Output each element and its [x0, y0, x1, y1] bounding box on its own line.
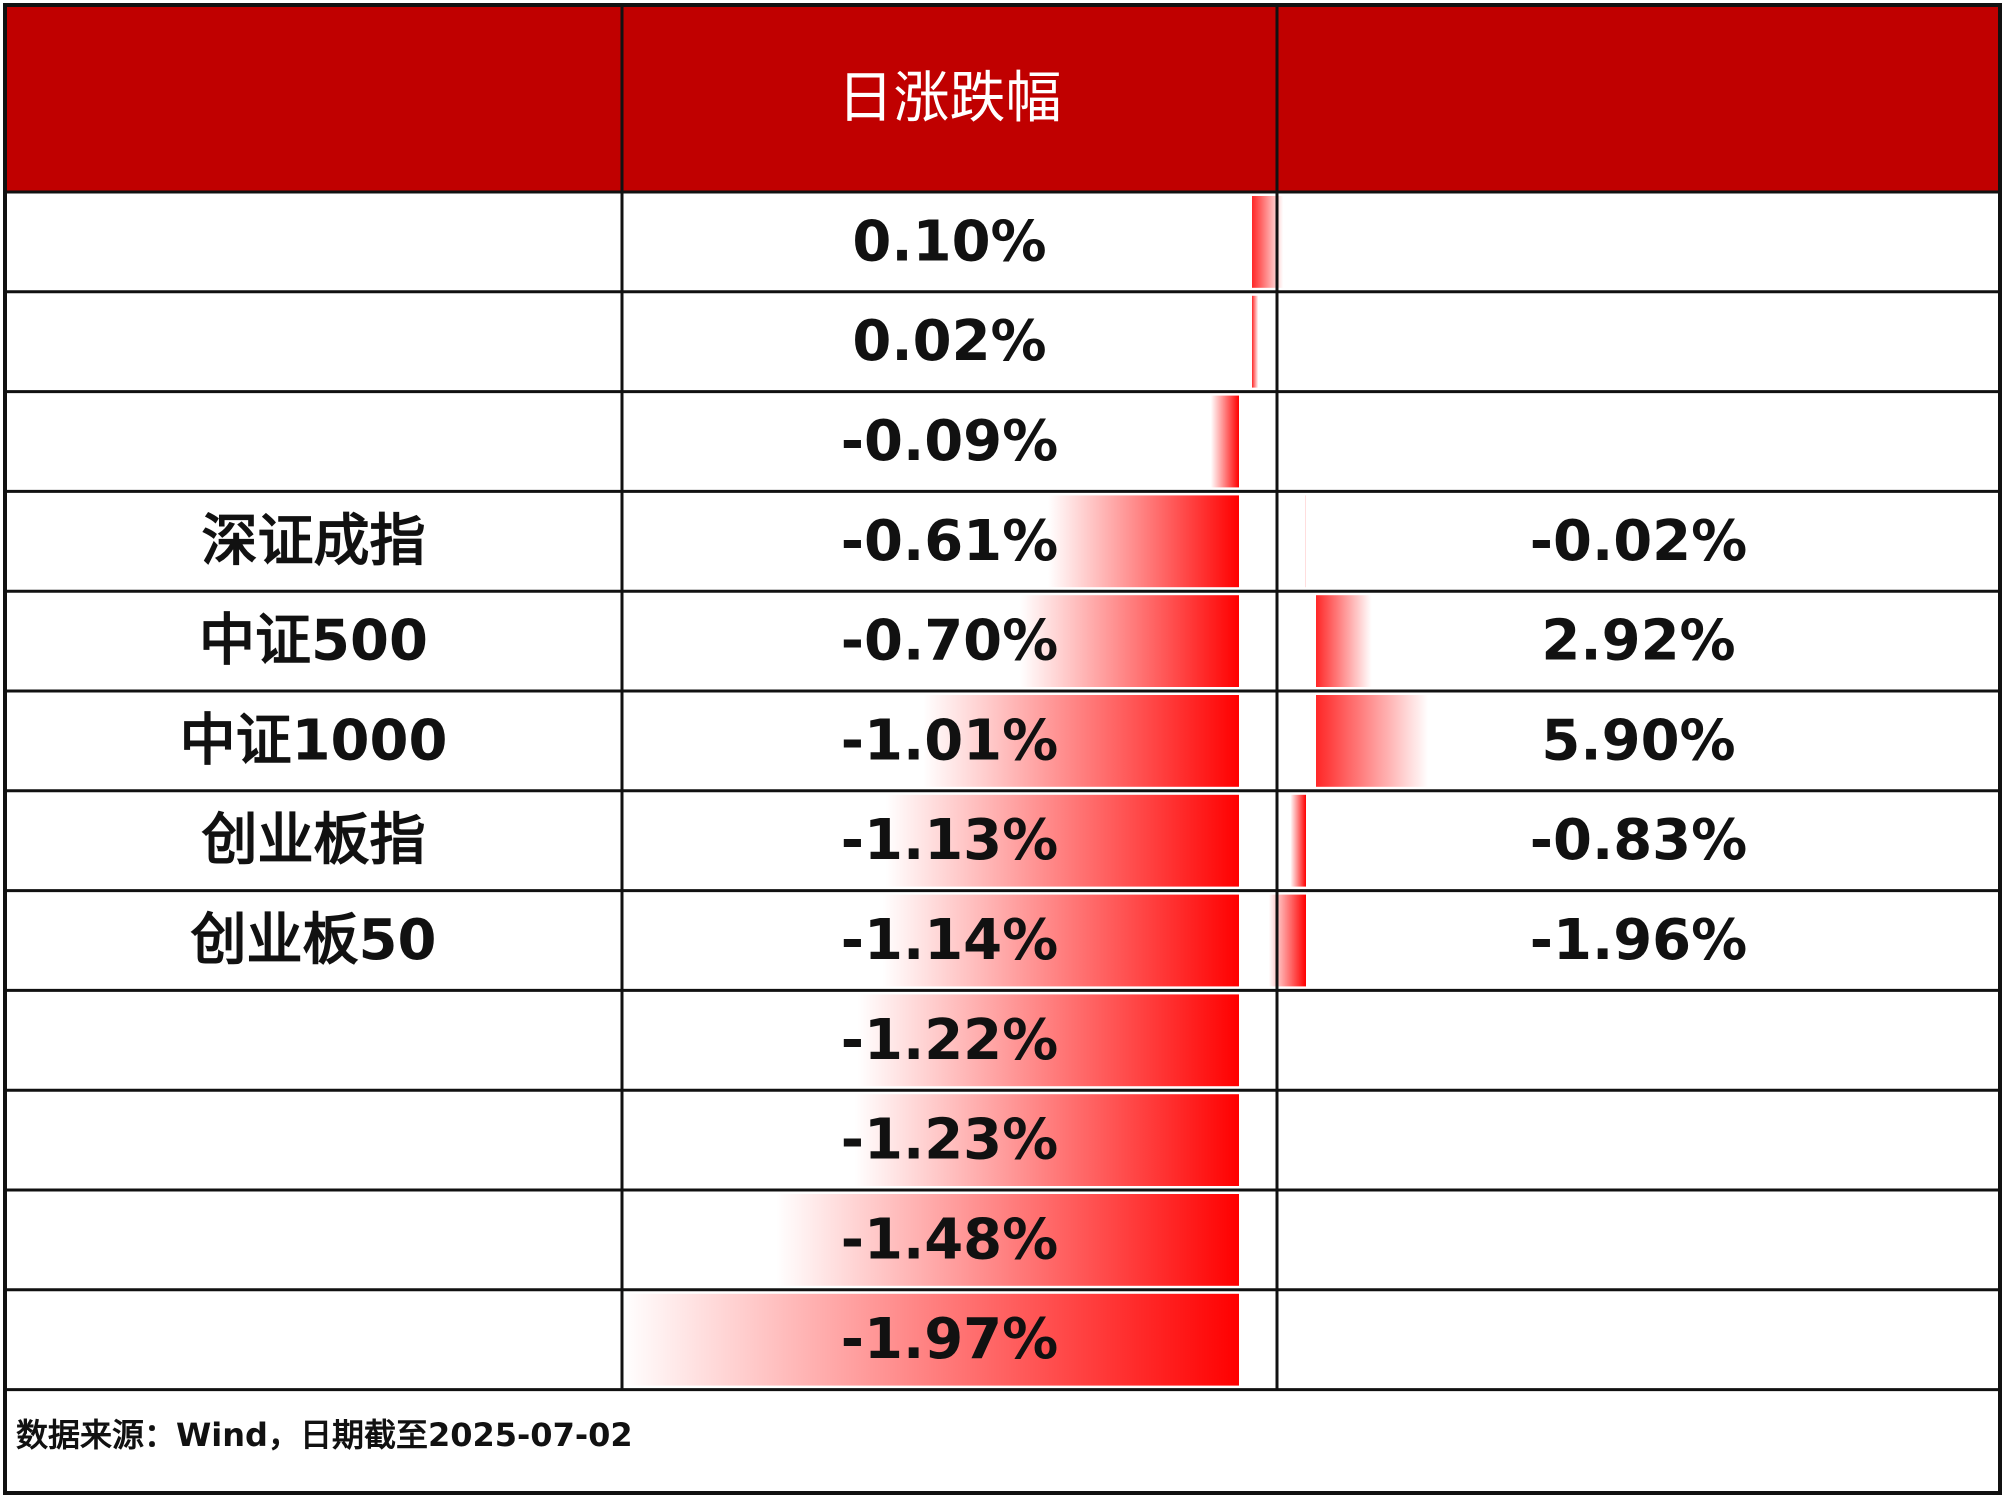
data-bar — [922, 695, 1239, 787]
data-bar — [775, 1194, 1239, 1286]
data-bar — [1268, 894, 1306, 987]
daily-change: -1.22% — [841, 1008, 1059, 1073]
other-change: -1.96% — [1530, 908, 1748, 973]
daily-change: -1.48% — [841, 1207, 1059, 1272]
daily-change: -0.09% — [841, 409, 1059, 474]
data-bar — [882, 894, 1239, 987]
index-name: 中证500 — [199, 609, 428, 674]
daily-change: -1.13% — [841, 808, 1059, 873]
data-bar — [1019, 595, 1239, 687]
index-name: 中证1000 — [180, 708, 448, 773]
data-bar — [1290, 794, 1306, 887]
daily-change: -1.01% — [841, 708, 1059, 773]
data-bar — [1252, 196, 1284, 288]
index-name: 深证成指 — [202, 509, 426, 574]
data-bar — [1316, 695, 1429, 787]
other-change: 2.92% — [1541, 609, 1735, 674]
header-cell: 日涨跌幅 — [838, 66, 1062, 131]
other-change: -0.02% — [1530, 509, 1748, 574]
index-name: 创业板指 — [202, 808, 426, 873]
index-name: 创业板50 — [191, 908, 437, 973]
data-bar — [885, 794, 1239, 887]
source-note: 数据来源：Wind，日期截至2025-07-02 — [16, 1416, 633, 1454]
daily-change: -0.70% — [841, 609, 1059, 674]
data-bar — [854, 1094, 1239, 1186]
data-bar — [1048, 495, 1239, 588]
daily-change: -1.97% — [841, 1307, 1059, 1372]
data-bar — [1316, 595, 1372, 687]
daily-change: 0.02% — [852, 309, 1046, 374]
daily-change: 0.10% — [852, 209, 1046, 274]
data-bar — [1252, 295, 1259, 388]
data-bar — [857, 994, 1239, 1087]
table-border — [3, 3, 2002, 1495]
data-bar — [622, 1293, 1239, 1386]
data-bar — [1210, 395, 1239, 488]
header-background — [5, 5, 2000, 192]
daily-change: -0.61% — [841, 509, 1059, 574]
daily-change: -1.23% — [841, 1108, 1059, 1173]
other-change: -0.83% — [1530, 808, 1748, 873]
daily-change: -1.14% — [841, 908, 1059, 973]
other-change: 5.90% — [1541, 708, 1735, 773]
